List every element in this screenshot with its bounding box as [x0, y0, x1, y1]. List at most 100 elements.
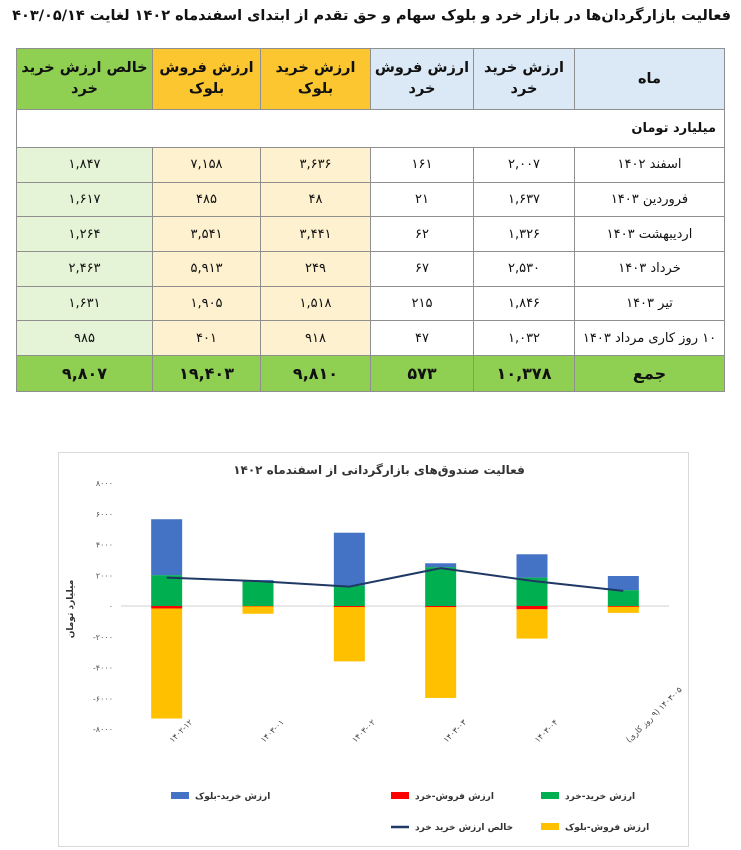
header-buy-block-l1: ارزش خرید	[275, 60, 356, 76]
legend-label: ارزش خرید-خرد	[565, 792, 635, 802]
legend-swatch	[541, 792, 559, 799]
cell-sell-block: ۷,۱۵۸	[152, 146, 261, 183]
total-buy-small: ۱۰,۳۷۸	[473, 355, 575, 392]
total-label: جمع	[574, 355, 725, 392]
cell-month: اسفند ۱۴۰۲	[574, 146, 725, 183]
legend-swatch	[171, 792, 189, 799]
total-net: ۹,۸۰۷	[16, 355, 153, 392]
y-tick-label: ۰	[109, 602, 113, 611]
cell-net: ۱,۸۴۷	[16, 146, 153, 183]
cell-buy-block: ۲۴۹	[260, 251, 371, 287]
cell-buy-small: ۱,۸۴۶	[473, 285, 575, 322]
table-row: خرداد ۱۴۰۳ ۲,۵۳۰ ۶۷ ۲۴۹ ۵,۹۱۳ ۲,۴۶۳	[16, 251, 725, 287]
y-axis-label: میلیارد تومان	[66, 580, 76, 639]
cell-sell-block: ۵,۹۱۳	[152, 251, 261, 287]
x-tick-label: ۱۴۰۳-۰۱	[259, 718, 286, 745]
cell-buy-block: ۳,۶۳۶	[260, 146, 371, 183]
bar-4-5	[516, 609, 548, 639]
cell-month: خرداد ۱۴۰۳	[574, 251, 725, 287]
y-tick-label: ۸۰۰۰	[96, 479, 113, 488]
cell-sell-small: ۶۷	[370, 251, 474, 287]
legend-label: ارزش فروش-خرد	[415, 792, 494, 802]
bar-3-4	[425, 563, 457, 568]
cell-buy-block: ۳,۴۴۱	[260, 216, 371, 252]
bar-1-4	[425, 567, 457, 606]
bar-1-2	[242, 580, 274, 606]
y-tick-label: -۲۰۰۰	[93, 633, 113, 642]
cell-net: ۱,۶۱۷	[16, 181, 153, 218]
y-tick-label: -۴۰۰۰	[93, 664, 113, 673]
bar-4-3	[333, 606, 365, 662]
bar-2-3	[333, 606, 365, 608]
header-sell-block: ارزش فروش بلوک	[152, 48, 261, 110]
header-sell-block-l1: ارزش فروش	[159, 60, 254, 76]
header-sell-small: ارزش فروش خرد	[370, 48, 474, 110]
y-tick-label: ۴۰۰۰	[96, 541, 113, 550]
cell-buy-block: ۴۸	[260, 181, 371, 218]
bar-2-4	[425, 606, 457, 608]
bar-4-1	[151, 608, 183, 719]
legend-label: خالص ارزش خرید خرد	[415, 823, 513, 833]
cell-sell-block: ۳,۵۴۱	[152, 216, 261, 252]
y-tick-label: ۶۰۰۰	[96, 510, 113, 519]
cell-buy-block: ۹۱۸	[260, 320, 371, 357]
y-tick-label: -۸۰۰۰	[93, 725, 113, 734]
net-line	[166, 567, 624, 592]
header-buy-block-l2: بلوک	[297, 81, 334, 97]
bar-2-5	[516, 606, 548, 610]
cell-net: ۱,۲۶۴	[16, 216, 153, 252]
x-tick-label: ۱۴۰۳-۰۴	[533, 718, 560, 745]
activity-table-wrapper: میلیارد تومان ماه ارزش خرید خرد ارزش فروش…	[16, 48, 725, 392]
unit-label: میلیارد تومان	[16, 109, 725, 148]
header-net: خالص ارزش خرید خرد	[16, 48, 153, 110]
bar-4-4	[425, 607, 457, 698]
total-sell-block: ۱۹,۴۰۳	[152, 355, 261, 392]
header-sell-small-l1: ارزش فروش	[374, 60, 470, 76]
header-buy-small-l2: خرد	[510, 81, 538, 97]
bar-2-1	[151, 606, 183, 609]
cell-sell-small: ۶۲	[370, 216, 474, 252]
table-row: فروردین ۱۴۰۳ ۱,۶۳۷ ۲۱ ۴۸ ۴۸۵ ۱,۶۱۷	[16, 181, 725, 218]
header-net-l1: خالص ارزش خرید	[21, 60, 148, 76]
total-sell-small: ۵۷۳	[370, 355, 474, 392]
cell-sell-block: ۴۸۵	[152, 181, 261, 218]
cell-sell-small: ۴۷	[370, 320, 474, 357]
x-tick-label: ۱۴۰۳-۰۲	[350, 718, 377, 745]
legend-label: ارزش خرید-بلوک	[195, 792, 270, 802]
y-tick-label: ۲۰۰۰	[96, 571, 113, 580]
table-row: اسفند ۱۴۰۲ ۲,۰۰۷ ۱۶۱ ۳,۶۳۶ ۷,۱۵۸ ۱,۸۴۷	[16, 146, 725, 183]
cell-sell-block: ۴۰۱	[152, 320, 261, 357]
legend-label: ارزش فروش-بلوک	[565, 823, 649, 833]
cell-sell-small: ۲۱	[370, 181, 474, 218]
cell-sell-small: ۱۶۱	[370, 146, 474, 183]
cell-net: ۱,۶۳۱	[16, 285, 153, 322]
cell-buy-small: ۲,۵۳۰	[473, 251, 575, 287]
bar-4-6	[607, 606, 639, 613]
x-tick-label: ۱۴۰۳-۰۵ (۹ روز کاری)	[624, 685, 683, 744]
bar-1-1	[151, 575, 183, 606]
bar-1-3	[333, 585, 365, 606]
cell-buy-small: ۱,۰۳۲	[473, 320, 575, 357]
cell-buy-small: ۲,۰۰۷	[473, 146, 575, 183]
x-tick-label: ۱۴۰۳-۰۳	[442, 717, 469, 744]
total-buy-block: ۹,۸۱۰	[260, 355, 371, 392]
cell-buy-small: ۱,۳۲۶	[473, 216, 575, 252]
cell-month: اردیبهشت ۱۴۰۳	[574, 216, 725, 252]
cell-buy-block: ۱,۵۱۸	[260, 285, 371, 322]
bar-4-2	[242, 606, 274, 614]
legend-swatch	[541, 823, 559, 830]
table-row: اردیبهشت ۱۴۰۳ ۱,۳۲۶ ۶۲ ۳,۴۴۱ ۳,۵۴۱ ۱,۲۶۴	[16, 216, 725, 252]
header-net-l2: خرد	[71, 81, 98, 97]
cell-net: ۲,۴۶۳	[16, 251, 153, 287]
cell-net: ۹۸۵	[16, 320, 153, 357]
legend-swatch	[391, 792, 409, 799]
table-row: ۱۰ روز کاری مرداد ۱۴۰۳ ۱,۰۳۲ ۴۷ ۹۱۸ ۴۰۱ …	[16, 320, 725, 357]
bar-1-6	[607, 590, 639, 606]
bar-3-1	[151, 519, 183, 576]
bar-3-3	[333, 532, 365, 586]
cell-month: تیر ۱۴۰۳	[574, 285, 725, 322]
bar-3-5	[516, 554, 548, 578]
chart-container: فعالیت صندوق‌های بازارگردانی از اسفندماه…	[58, 452, 689, 847]
header-buy-small-l1: ارزش خرید	[483, 60, 564, 76]
cell-month: فروردین ۱۴۰۳	[574, 181, 725, 218]
